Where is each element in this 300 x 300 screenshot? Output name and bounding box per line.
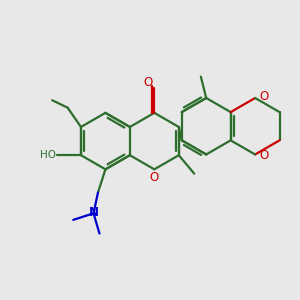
Text: O: O bbox=[260, 149, 268, 162]
Text: O: O bbox=[260, 90, 268, 103]
Text: N: N bbox=[89, 206, 99, 219]
Text: O: O bbox=[150, 171, 159, 184]
Text: O: O bbox=[143, 76, 152, 89]
Text: HO: HO bbox=[40, 150, 56, 160]
